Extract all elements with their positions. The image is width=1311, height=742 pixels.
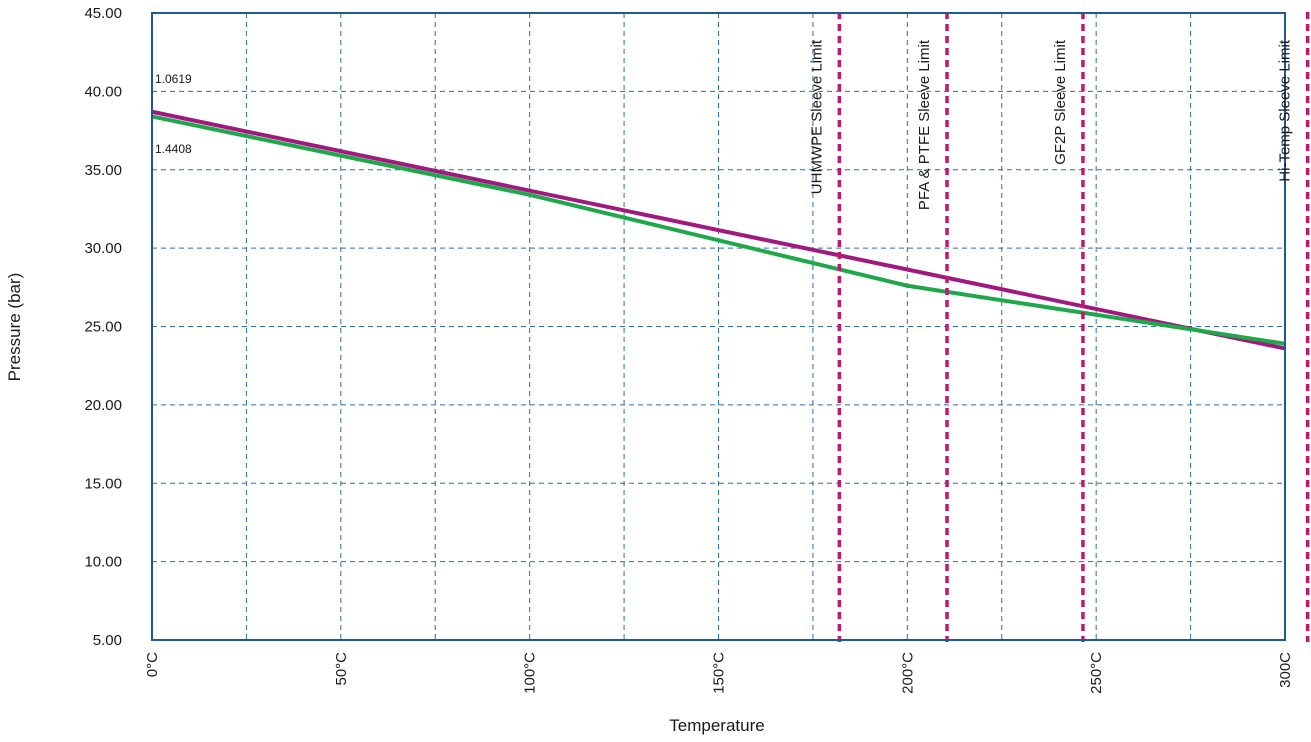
x-tick-label: 100°C xyxy=(522,652,539,694)
limit-label-2: PFA & PTFE Sleeve Limit xyxy=(916,39,933,210)
limit-label-4: Hi-Temp Sleeve Limit xyxy=(1277,39,1294,182)
x-tick-label: 0°C xyxy=(144,652,161,677)
x-tick-label: 50°C xyxy=(333,652,350,686)
x-tick-label: 300C xyxy=(1277,652,1294,688)
x-tick-labels: 0°C 50°C 100°C 150°C 200°C 250°C 300C xyxy=(144,652,1294,694)
y-tick-label: 35.00 xyxy=(84,162,122,179)
series-label-1: 1.0619 xyxy=(155,72,192,86)
series-line-1 xyxy=(151,109,1286,351)
series-labels: 1.0619 1.4408 xyxy=(155,72,192,156)
series-line-2 xyxy=(151,114,1286,346)
limit-label-1: UHMWPE Sleeve Limit xyxy=(808,39,825,194)
y-tick-label: 10.00 xyxy=(84,554,122,571)
y-tick-labels: 45.00 40.00 35.00 30.00 25.00 20.00 15.00 10.00… xyxy=(84,5,122,649)
y-axis-title: Pressure (bar) xyxy=(5,273,24,382)
series-lines xyxy=(151,109,1286,351)
grid-lines xyxy=(152,13,1285,640)
x-tick-label: 150°C xyxy=(711,652,728,694)
x-tick-label: 200°C xyxy=(899,652,916,694)
y-tick-label: 20.00 xyxy=(84,397,122,414)
series-label-2: 1.4408 xyxy=(155,142,192,156)
y-tick-label: 45.00 xyxy=(84,5,122,22)
y-tick-label: 15.00 xyxy=(84,475,122,492)
plot-frame xyxy=(151,12,1286,641)
y-tick-label: 5.00 xyxy=(93,632,122,649)
limit-labels: UHMWPE Sleeve Limit PFA & PTFE Sleeve Lim… xyxy=(808,39,1293,210)
y-tick-label: 40.00 xyxy=(84,83,122,100)
x-axis-title: Temperature xyxy=(669,716,764,735)
limit-label-3: GF2P Sleeve Limit xyxy=(1052,39,1069,165)
sleeve-limit-lines xyxy=(837,12,1310,642)
y-tick-label: 30.00 xyxy=(84,240,122,257)
x-tick-label: 250°C xyxy=(1088,652,1105,694)
y-tick-label: 25.00 xyxy=(84,319,122,336)
